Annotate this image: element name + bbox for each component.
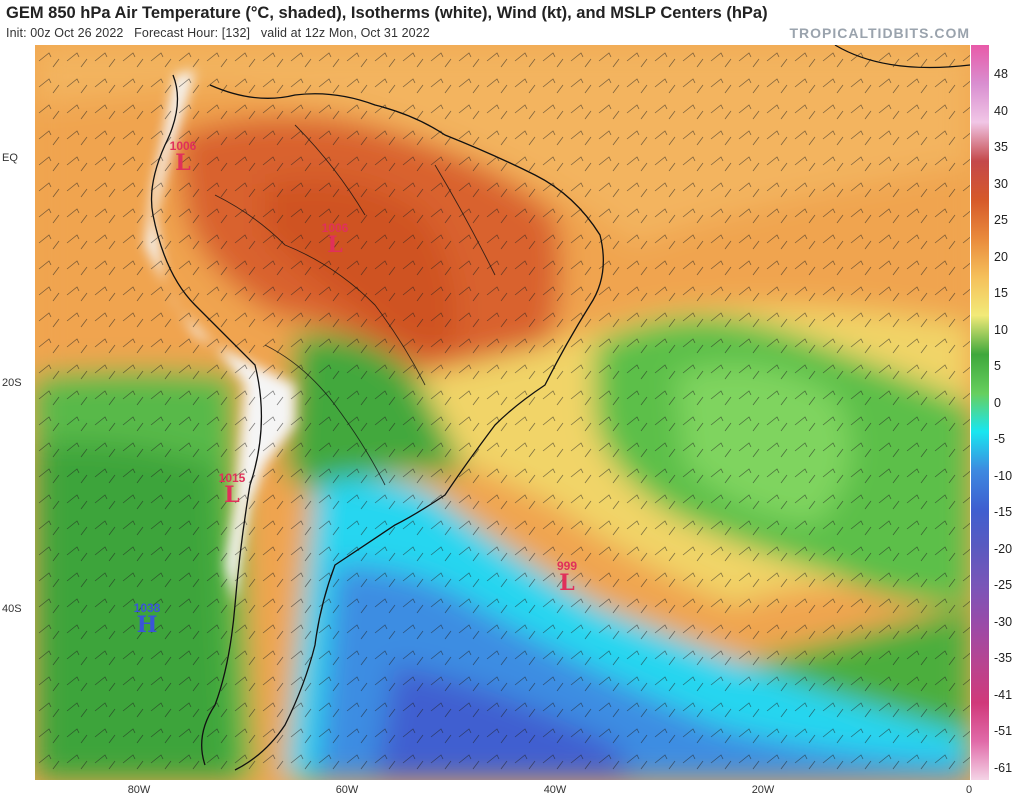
temperature-map bbox=[35, 45, 970, 780]
africa-coastline bbox=[834, 45, 970, 69]
pressure-symbol: L bbox=[175, 150, 191, 176]
colorbar-tick-label: -61 bbox=[994, 760, 1013, 775]
low-pressure-center: 1006 L bbox=[322, 222, 349, 256]
lon-label-20w: 20W bbox=[751, 784, 775, 796]
lon-label-60w: 60W bbox=[335, 784, 359, 796]
lat-label-eq: EQ bbox=[2, 152, 18, 164]
colorbar-tick-label: 15 bbox=[994, 286, 1008, 300]
colorbar-tick-label: -25 bbox=[994, 578, 1013, 592]
init-time: Init: 00z Oct 26 2022 bbox=[6, 26, 124, 40]
colorbar-tick-label: -20 bbox=[994, 541, 1013, 556]
lon-label-0: 0 bbox=[965, 784, 973, 796]
low-pressure-center: 999 L bbox=[557, 560, 577, 594]
colorbar-tick-label: -51 bbox=[994, 724, 1013, 738]
pressure-value: 1006 bbox=[169, 139, 197, 153]
country-borders bbox=[214, 124, 496, 486]
map-graphic bbox=[35, 45, 970, 780]
pressure-symbol: L bbox=[559, 570, 575, 596]
pressure-value: 1038 bbox=[133, 601, 161, 615]
colorbar-tick-label: -10 bbox=[994, 468, 1013, 483]
map-title: GEM 850 hPa Air Temperature (°C, shaded)… bbox=[6, 4, 768, 22]
colorbar-tick-label: 30 bbox=[994, 176, 1008, 191]
low-pressure-center: 1006 L bbox=[170, 140, 197, 174]
brand-watermark: TROPICALTIDBITS.COM bbox=[789, 25, 970, 41]
lon-label-40w: 40W bbox=[543, 784, 567, 796]
pressure-symbol: L bbox=[224, 482, 240, 508]
colorbar-tick-label: -41 bbox=[994, 687, 1013, 702]
lat-label-20s: 20S bbox=[2, 377, 22, 389]
colorbar-tick-label: -35 bbox=[994, 651, 1013, 665]
pressure-symbol: H bbox=[136, 612, 158, 638]
pressure-value: 999 bbox=[556, 559, 578, 573]
lon-label-80w: 80W bbox=[127, 784, 151, 796]
pressure-symbol: L bbox=[327, 232, 343, 258]
temperature-colorbar bbox=[971, 45, 989, 780]
colorbar-tick-label: 20 bbox=[994, 249, 1008, 264]
colorbar-tick-label: 25 bbox=[994, 213, 1008, 227]
colorbar-tick-label: 5 bbox=[994, 359, 1001, 373]
map-subtitle: Init: 00z Oct 26 2022 Forecast Hour: [13… bbox=[6, 26, 430, 40]
colorbar-tick-label: 48 bbox=[994, 67, 1008, 81]
colorbar-tick-label: 10 bbox=[994, 322, 1008, 337]
high-pressure-center: 1038 H bbox=[134, 602, 161, 636]
colorbar-tick-label: -30 bbox=[994, 614, 1013, 629]
lat-label-40s: 40S bbox=[2, 603, 22, 615]
valid-time: valid at 12z Mon, Oct 31 2022 bbox=[260, 26, 430, 40]
colorbar-tick-label: -5 bbox=[994, 432, 1006, 446]
forecast-hour: Forecast Hour: [132] bbox=[134, 26, 251, 40]
colorbar-tick-label: -15 bbox=[994, 505, 1013, 519]
colorbar-tick-label: 35 bbox=[994, 140, 1008, 154]
low-pressure-center: 1015 L bbox=[219, 472, 246, 506]
wind-barbs bbox=[35, 45, 970, 780]
pressure-value: 1015 bbox=[218, 471, 246, 485]
pressure-value: 1006 bbox=[321, 221, 349, 235]
pacific-coastline bbox=[150, 74, 263, 766]
colorbar-tick-label: 0 bbox=[994, 395, 1001, 410]
colorbar-tick-label: 40 bbox=[994, 103, 1008, 118]
atlantic-coastline bbox=[209, 84, 604, 771]
